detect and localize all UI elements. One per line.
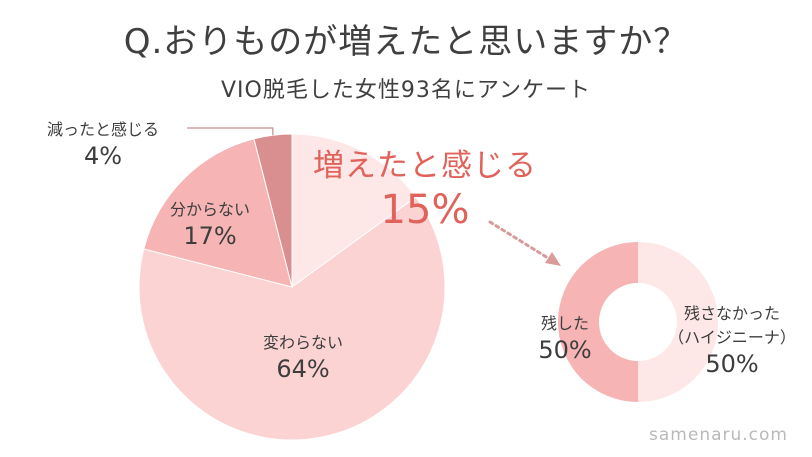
label-not-kept-name-line2: （ハイジニーナ） <box>668 328 796 347</box>
label-unknown: 分からない 17% <box>150 196 270 250</box>
label-increased-value: 15% <box>300 187 550 233</box>
label-not-kept-number: 50 <box>705 350 736 378</box>
label-increased-unit: % <box>431 187 470 233</box>
drilldown-arrow-head <box>545 252 561 266</box>
watermark: samenaru.com <box>649 425 788 445</box>
label-unchanged-name: 変わらない <box>262 333 343 352</box>
drilldown-arrow-line <box>488 220 550 260</box>
label-unchanged-unit: % <box>306 355 330 383</box>
pie-slice-decreased <box>253 133 293 288</box>
label-decreased: 減ったと感じる 4% <box>28 116 178 170</box>
pie-slice-unknown <box>143 138 293 288</box>
label-unknown-number: 17 <box>183 222 214 250</box>
label-increased-name: 増えたと感じる <box>313 148 537 184</box>
label-kept-value: 50% <box>520 336 610 364</box>
label-unchanged: 変わらない 64% <box>238 329 368 383</box>
donut-slice-not-kept <box>638 242 718 402</box>
label-not-kept-name-line1: 残さなかった <box>683 304 780 323</box>
label-kept-unit: % <box>568 336 592 364</box>
label-not-kept-unit: % <box>735 350 759 378</box>
label-unknown-name: 分からない <box>169 200 250 219</box>
chart-subtitle: VIO脱毛した女性93名にアンケート <box>221 78 591 103</box>
pie-slice-unchanged <box>138 196 446 441</box>
leader-line <box>187 127 274 136</box>
pie-slice-increased <box>291 133 417 288</box>
label-decreased-value: 4% <box>28 142 178 170</box>
label-decreased-name: 減ったと感じる <box>46 120 159 139</box>
label-decreased-number: 4 <box>83 142 100 170</box>
label-unknown-unit: % <box>213 222 237 250</box>
label-increased: 増えたと感じる 15% <box>300 140 550 233</box>
label-not-kept: 残さなかった （ハイジニーナ） 50% <box>662 300 802 378</box>
chart-title: Q.おりものが増えたと思いますか？ <box>123 22 689 62</box>
label-decreased-unit: % <box>99 142 123 170</box>
label-kept: 残した 50% <box>520 310 610 364</box>
label-unchanged-number: 64 <box>276 355 307 383</box>
label-kept-name: 残した <box>540 314 589 333</box>
label-unknown-value: 17% <box>150 222 270 250</box>
label-unchanged-value: 64% <box>238 355 368 383</box>
label-not-kept-value: 50% <box>662 350 802 378</box>
label-kept-number: 50 <box>538 336 569 364</box>
donut-slice-kept <box>558 242 638 402</box>
label-increased-number: 15 <box>380 187 432 233</box>
